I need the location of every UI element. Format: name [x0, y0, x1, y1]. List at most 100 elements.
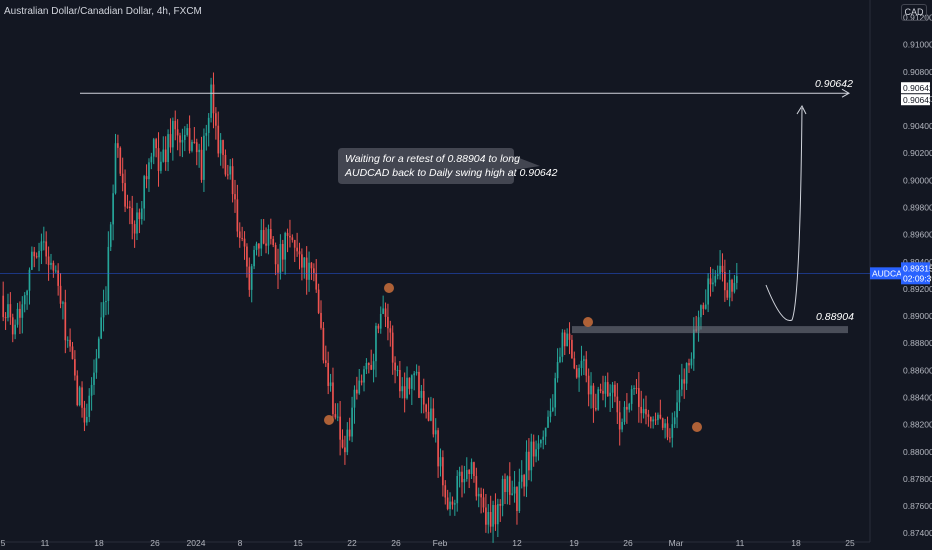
candle-body	[45, 241, 48, 257]
candle-body	[348, 429, 351, 437]
candle-body	[66, 339, 69, 341]
note-text-line-2: AUDCAD back to Daily swing high at 0.906…	[344, 167, 558, 179]
price-tick-label: 0.88200	[903, 420, 932, 430]
price-tick-label: 0.87800	[903, 474, 932, 484]
candle-body	[126, 206, 129, 208]
candle-body	[437, 430, 439, 467]
time-axis-label: 2024	[187, 538, 206, 548]
price-tick-label: 0.89800	[903, 203, 932, 213]
candle-body	[621, 421, 623, 430]
candle-body	[375, 325, 377, 362]
candle-body	[525, 451, 528, 487]
candle-body	[583, 359, 585, 361]
candle-body	[702, 305, 705, 309]
candle-body	[284, 232, 287, 260]
candle-body	[640, 406, 643, 414]
candle-body	[559, 356, 561, 363]
candle-body	[697, 317, 700, 331]
candle-body	[439, 457, 442, 467]
candle-body	[387, 316, 389, 329]
candle-body	[406, 377, 408, 399]
candle-body	[109, 224, 112, 247]
candle-body	[191, 141, 193, 151]
candle-body	[554, 378, 557, 408]
time-axis-label: 26	[623, 538, 633, 548]
candle-body	[451, 501, 454, 505]
candle-body	[394, 362, 396, 371]
candle-body	[267, 229, 270, 246]
candle-body	[129, 206, 131, 209]
candle-body	[473, 462, 475, 477]
candle-body	[179, 135, 181, 143]
candle-body	[501, 478, 504, 506]
candle-body	[528, 451, 530, 471]
candle-body	[2, 295, 5, 318]
candle-body	[327, 363, 330, 386]
candle-body	[186, 128, 189, 135]
candle-body	[676, 402, 678, 418]
candle-body	[322, 327, 325, 361]
candle-body	[255, 243, 258, 250]
candle-body	[40, 241, 43, 251]
candle-body	[382, 308, 384, 314]
candle-body	[50, 262, 52, 265]
candle-body	[403, 386, 406, 399]
current-price-tag: 0.89315	[903, 263, 932, 273]
candle-body	[241, 237, 243, 239]
candle-body	[616, 396, 619, 413]
candle-body	[540, 439, 542, 444]
candle-body	[229, 166, 232, 175]
candle-body	[136, 212, 138, 234]
candle-body	[427, 411, 430, 421]
candle-body	[258, 243, 260, 249]
time-axis-label: 22	[347, 538, 357, 548]
price-tick-label: 0.88600	[903, 365, 932, 375]
candle-body	[317, 289, 320, 313]
candle-body	[236, 199, 239, 232]
candle-body	[637, 388, 640, 407]
candle-body	[571, 339, 573, 359]
candle-body	[219, 140, 222, 154]
target-price-tag-bg-2	[901, 94, 930, 106]
candle-body	[47, 256, 50, 265]
candle-body	[520, 475, 523, 482]
candle-body	[683, 379, 686, 384]
currency-button[interactable]: CAD	[901, 4, 927, 21]
candle-body	[21, 304, 24, 318]
candle-body	[728, 279, 731, 298]
candle-body	[700, 305, 702, 318]
candle-body	[107, 246, 110, 301]
price-tick-label: 0.87600	[903, 501, 932, 511]
candle-body	[458, 471, 461, 476]
swing-point-marker	[583, 317, 593, 327]
candle-body	[685, 363, 688, 384]
candle-body	[418, 371, 420, 398]
time-axis-label: 12	[512, 538, 522, 548]
candle-body	[193, 141, 196, 143]
candle-body	[172, 120, 174, 148]
candle-body	[516, 486, 518, 511]
candle-body	[712, 282, 714, 285]
candle-body	[224, 154, 227, 175]
candle-body	[279, 243, 282, 273]
candle-body	[487, 512, 490, 525]
candle-body	[456, 475, 459, 504]
candle-body	[207, 117, 210, 133]
candle-body	[71, 346, 74, 360]
candle-body	[669, 437, 671, 439]
candle-body	[408, 377, 411, 389]
candle-body	[633, 388, 635, 390]
candle-body	[112, 193, 114, 225]
candle-body	[157, 148, 160, 171]
candle-body	[212, 84, 215, 114]
candle-body	[320, 312, 322, 328]
candle-body	[167, 134, 169, 163]
candle-body	[31, 251, 33, 270]
candle-body	[121, 173, 124, 184]
candle-body	[210, 84, 212, 118]
candle-body	[69, 339, 71, 347]
candle-body	[511, 493, 514, 495]
